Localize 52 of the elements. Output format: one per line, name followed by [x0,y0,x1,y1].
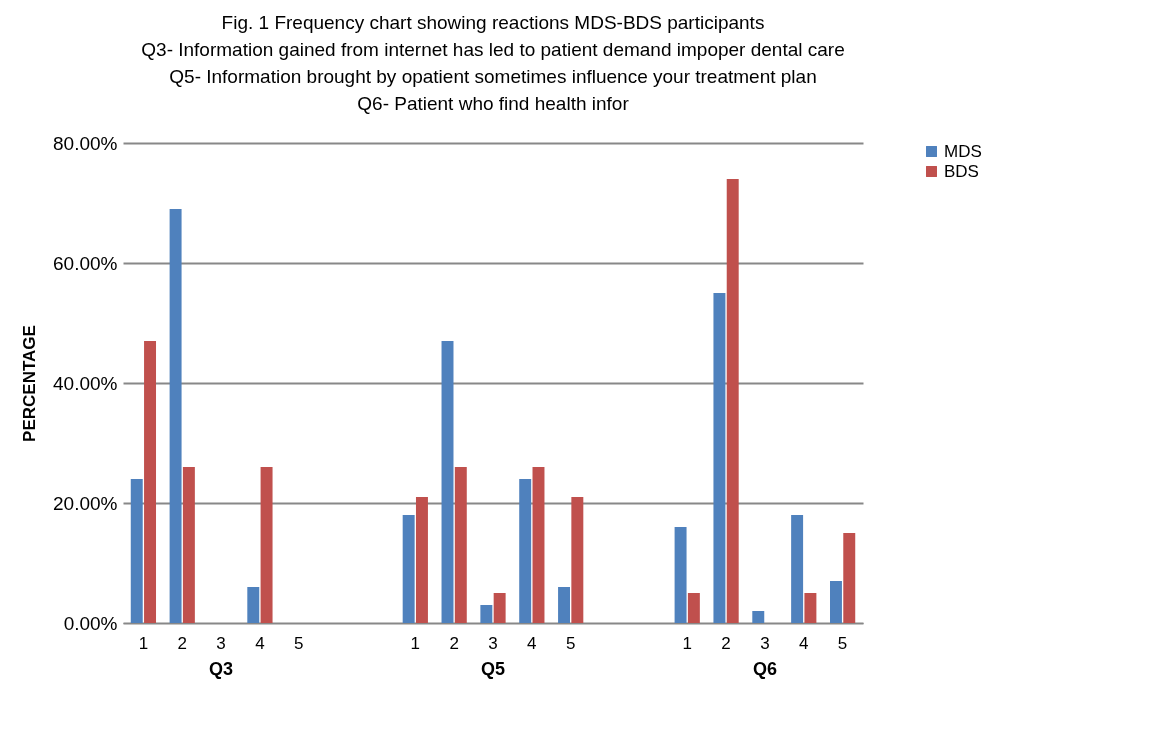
text: Q6 [752,659,777,679]
bar [493,593,506,623]
bar [441,341,454,623]
bar [454,467,467,623]
x-tick-label: 1 [410,633,421,653]
bar [752,611,765,623]
legend-label: BDS [944,161,979,181]
bar [804,593,817,623]
x-tick-label: 5 [294,633,304,653]
chart-title: Fig. 1 Frequency chart showing reactions MDS-BDS participants Q3- Information gained from internet has led to patient demand impoper dental care Q5- Information brought by opatient sometimes influence your treatment plan Q6- Patient who find health infor [141,12,845,114]
x-tick-label: 1 [138,633,149,653]
y-tick-label: 20.00% [53,492,118,514]
text: Q5 [480,659,506,679]
x-tick-label: 4 [799,633,809,653]
bar [182,467,195,623]
x-tick-label: 3 [760,633,770,653]
y-axis-title: PERCENTAGE [20,325,40,442]
bar [791,515,804,623]
y-tick-label: 80.00% [53,132,118,154]
bar [829,581,842,623]
bar [726,179,739,623]
x-tick-label: 3 [216,633,226,653]
x-tick-label: 5 [837,633,848,653]
bar [571,497,584,623]
bar [843,533,856,623]
x-tick-label: 3 [488,633,498,653]
x-tick-label: 4 [255,633,265,653]
x-tick-label: 2 [721,633,731,653]
text: Q3 [209,659,234,679]
bar [169,209,182,623]
bar [402,515,415,623]
bar [674,527,687,623]
x-tick-label: 1 [682,633,692,653]
legend-label: MDS [944,141,982,161]
bar [260,467,273,623]
x-tick-label: 2 [177,633,187,653]
bar [130,479,143,623]
x-tick-label: 2 [449,633,459,653]
bar [532,467,545,623]
y-tick-label: 60.00% [53,252,118,274]
bar [144,341,157,623]
bar [247,587,260,623]
bar [415,497,428,623]
bar [480,605,493,623]
bar [713,293,726,623]
y-tick-label: 40.00% [53,372,118,394]
bar [558,587,571,623]
bar [687,593,700,623]
bar [519,479,532,623]
x-tick-label: 4 [527,633,537,653]
x-tick-label: 5 [565,633,576,653]
y-tick-label: 0.00% [63,612,118,634]
